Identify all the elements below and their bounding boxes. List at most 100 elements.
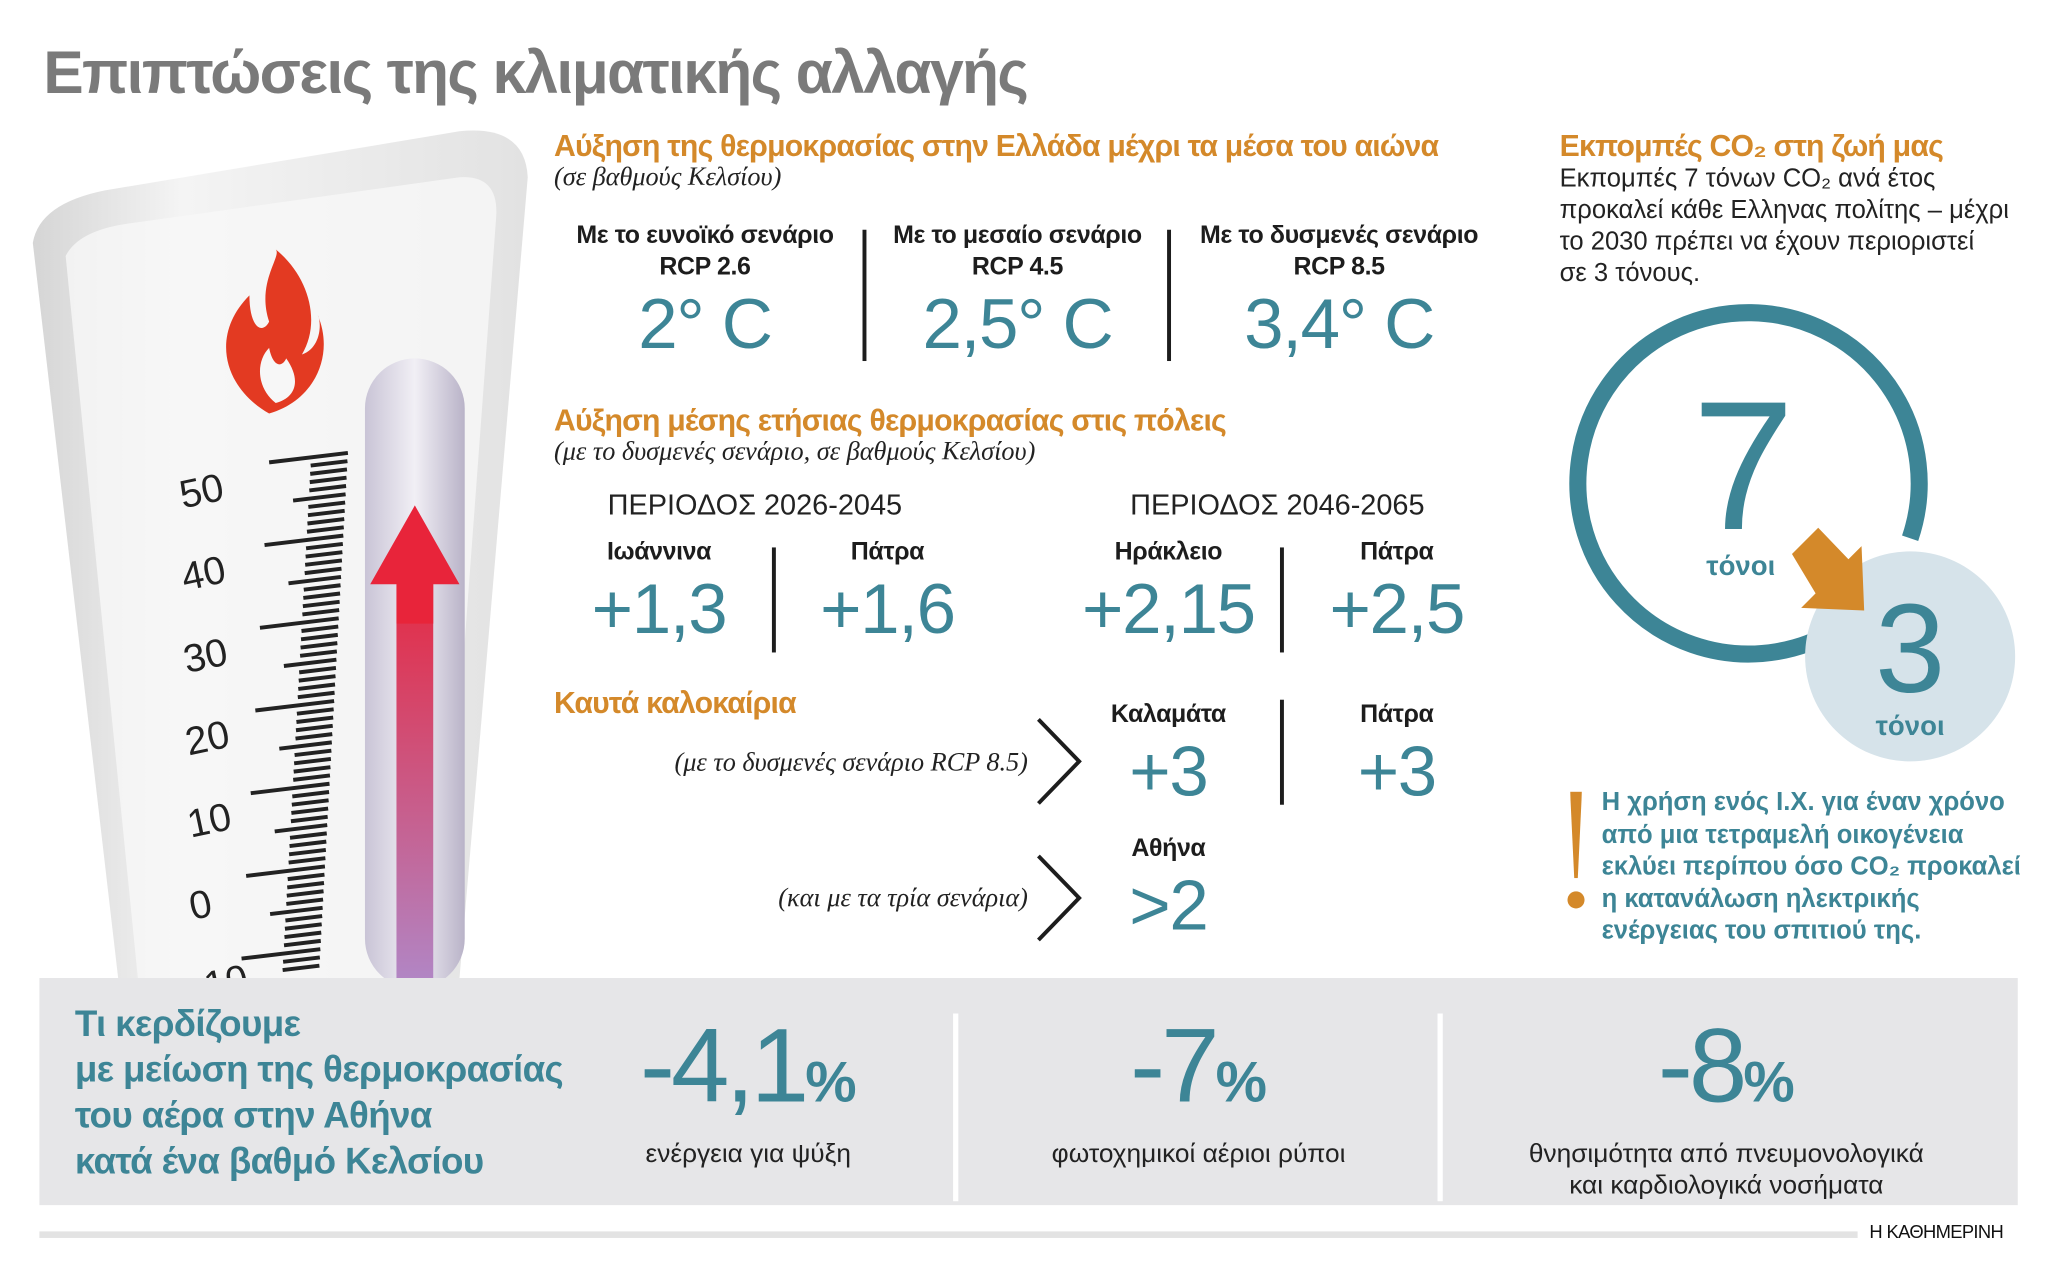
cities-heading: Αύξηση μέσης ετήσιας θερμοκρασίας στις π… <box>554 403 1227 438</box>
scale-tick <box>284 922 322 931</box>
scale-tick <box>292 790 330 799</box>
scale-tick <box>292 773 331 782</box>
scale-tick <box>291 798 329 807</box>
scale-tick <box>298 682 336 691</box>
scale-tick <box>269 905 323 917</box>
benefit-stat-cooling: -4,1% ενέργεια για ψύξη <box>640 1006 857 1169</box>
scale-tick <box>282 955 321 964</box>
scale-label: 30 <box>179 630 231 682</box>
scale-tick <box>296 707 334 716</box>
co2-now-unit: τόνοι <box>1706 551 1776 582</box>
divider <box>1279 547 1284 653</box>
co2-reduction-graphic <box>1569 304 2016 762</box>
scale-tick <box>274 823 328 834</box>
scale-label: 50 <box>176 465 228 517</box>
scale-label: 10 <box>183 794 235 846</box>
co2-target-unit: τόνοι <box>1875 711 1945 742</box>
scale-tick <box>303 591 341 600</box>
arrow-up-icon <box>370 505 460 624</box>
scale-tick <box>285 914 323 923</box>
scenario-favorable: Με το ευνοϊκό σενάριο RCP 2.6 2° C <box>576 221 834 364</box>
cities-subheading: (με το δυσμενές σενάριο, σε βαθμούς Κελσ… <box>554 437 1036 467</box>
divider <box>862 229 867 362</box>
scale-tick <box>290 814 328 824</box>
scale-tick <box>283 938 322 948</box>
summers-heading: Καυτά καλοκαίρια <box>554 685 797 720</box>
city-item: Ιωάννινα +1,3 <box>591 538 728 649</box>
scale-tick <box>310 459 348 468</box>
co2-heading: Εκπομπές CO₂ στη ζωή μας <box>1559 128 1944 163</box>
scale-tick <box>304 566 342 576</box>
scale-tick <box>255 699 335 713</box>
scale-tick <box>309 475 347 485</box>
greece-subheading: (σε βαθμούς Κελσίου) <box>554 162 782 192</box>
scale-tick <box>294 748 332 758</box>
scale-tick <box>268 450 349 465</box>
benefits-band <box>39 978 2018 1206</box>
summers-note-adverse: (με το δυσμενές σενάριο RCP 8.5) <box>674 748 1028 778</box>
divider <box>953 1013 959 1202</box>
scale-tick <box>301 624 339 633</box>
scale-tick <box>259 616 339 630</box>
scale-tick <box>305 550 343 559</box>
scale-tick <box>293 765 331 774</box>
chevron-right-icon <box>1037 854 1082 942</box>
greece-heading: Αύξηση της θερμοκρασίας στην Ελλάδα μέχρ… <box>554 128 1439 163</box>
co2-note: Η χρήση ενός Ι.Χ. για έναν χρόνο από μια … <box>1601 787 2021 946</box>
scale-tick <box>304 558 343 567</box>
city-item: Καλαμάτα +3 <box>1110 701 1226 812</box>
scale-tick <box>298 674 336 683</box>
scale-label: 20 <box>181 712 233 764</box>
scale-tick <box>289 839 327 849</box>
benefit-stat-mortality: -8% θνησιμότητα από πνευμονολογικά και κ… <box>1528 1006 1924 1200</box>
scale-tick <box>300 641 338 650</box>
co2-target-value: 3 <box>1875 578 1946 720</box>
scale-tick <box>295 732 333 741</box>
scale-tick <box>305 541 344 551</box>
scale-tick <box>288 575 342 586</box>
scale-tick <box>245 864 326 878</box>
scale-tick <box>264 533 344 548</box>
scale-tick <box>286 889 324 898</box>
summers-note-all: (και με τα τρία σενάρια) <box>778 883 1028 913</box>
period-label: ΠΕΡΙΟΔΟΣ 2026-2045 <box>607 488 903 522</box>
scale-tick <box>287 881 325 890</box>
brand-logo: Η ΚΑΘΗΜΕΡΙΝΗ <box>1869 1220 2004 1242</box>
scale-tick <box>288 847 327 857</box>
scale-tick <box>302 599 340 609</box>
scale-tick <box>298 665 337 675</box>
divider <box>1167 229 1172 362</box>
scale-tick <box>293 756 332 766</box>
divider <box>771 547 776 653</box>
scale-tick <box>289 831 327 840</box>
page-title: Επιπτώσεις της κλιματικής αλλαγής <box>43 38 1028 107</box>
scale-tick <box>286 897 324 906</box>
footer-rule <box>39 1231 1858 1238</box>
city-item: Αθήνα >2 <box>1129 834 1209 946</box>
scale-tick <box>307 517 345 526</box>
scale-tick <box>292 492 346 503</box>
scale-tick <box>302 608 340 617</box>
divider <box>1279 699 1284 805</box>
scale-tick <box>303 583 341 592</box>
scale-tick <box>284 930 322 939</box>
scale-tick <box>309 484 347 493</box>
period-label: ΠΕΡΙΟΔΟΣ 2046-2065 <box>1130 488 1425 522</box>
scenario-adverse: Με το δυσμενές σενάριο RCP 8.5 3,4° C <box>1200 221 1479 364</box>
scale-tick <box>288 856 326 865</box>
city-item: Ηράκλειο +2,15 <box>1081 538 1256 649</box>
flame-icon <box>226 249 324 414</box>
scale-tick <box>297 690 335 700</box>
scale-tick <box>299 649 338 658</box>
scale-label: 40 <box>178 548 230 600</box>
co2-body: Εκπομπές 7 τόνων CO₂ ανά έτος προκαλεί κά… <box>1559 164 2009 288</box>
scale-tick <box>306 525 344 534</box>
benefits-heading: Τι κερδίζουμε με μείωση της θερμοκρασίας τ… <box>74 1002 564 1182</box>
scale-tick <box>283 657 337 668</box>
scale-tick <box>300 632 339 642</box>
exclamation-icon <box>1570 791 1582 879</box>
scale-tick <box>287 872 325 882</box>
scale-tick <box>250 781 330 796</box>
